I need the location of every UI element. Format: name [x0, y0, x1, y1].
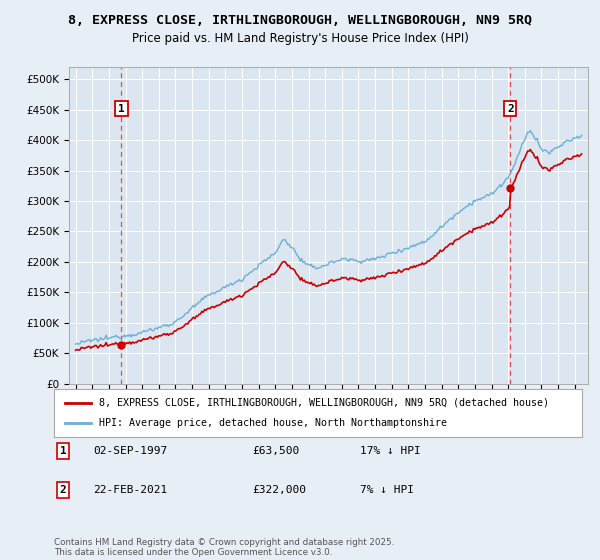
Text: 1: 1 [59, 446, 67, 456]
Text: 02-SEP-1997: 02-SEP-1997 [93, 446, 167, 456]
Text: Price paid vs. HM Land Registry's House Price Index (HPI): Price paid vs. HM Land Registry's House … [131, 32, 469, 45]
Text: 8, EXPRESS CLOSE, IRTHLINGBOROUGH, WELLINGBOROUGH, NN9 5RQ: 8, EXPRESS CLOSE, IRTHLINGBOROUGH, WELLI… [68, 14, 532, 27]
Text: £322,000: £322,000 [252, 485, 306, 495]
Text: 17% ↓ HPI: 17% ↓ HPI [360, 446, 421, 456]
Text: Contains HM Land Registry data © Crown copyright and database right 2025.
This d: Contains HM Land Registry data © Crown c… [54, 538, 394, 557]
Text: 7% ↓ HPI: 7% ↓ HPI [360, 485, 414, 495]
Text: 22-FEB-2021: 22-FEB-2021 [93, 485, 167, 495]
Text: HPI: Average price, detached house, North Northamptonshire: HPI: Average price, detached house, Nort… [99, 418, 447, 428]
Text: £63,500: £63,500 [252, 446, 299, 456]
Text: 1: 1 [118, 104, 125, 114]
Text: 2: 2 [59, 485, 67, 495]
Text: 2: 2 [507, 104, 514, 114]
Text: 8, EXPRESS CLOSE, IRTHLINGBOROUGH, WELLINGBOROUGH, NN9 5RQ (detached house): 8, EXPRESS CLOSE, IRTHLINGBOROUGH, WELLI… [99, 398, 549, 408]
